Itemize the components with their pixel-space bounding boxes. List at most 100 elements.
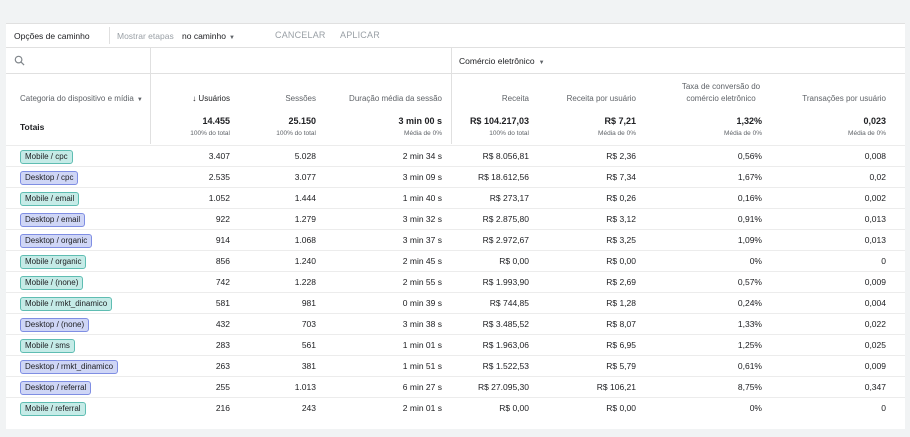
table-row[interactable]: Mobile / organic 856 1.240 2 min 45 s R$… <box>6 250 905 272</box>
cell-conversion-rate: 0,16% <box>737 193 762 203</box>
column-divider <box>451 48 452 73</box>
cell-conversion-rate: 1,09% <box>737 235 762 245</box>
dimension-chip[interactable]: Mobile / rmkt_dinamico <box>20 297 113 311</box>
cell-transactions-per-user: 0 <box>881 256 886 266</box>
cell-users: 922 <box>215 214 230 224</box>
cell-revenue: R$ 18.612,56 <box>477 172 529 182</box>
cell-avg-duration: 0 min 39 s <box>402 298 442 308</box>
header-conversion-rate-line2: comércio eletrônico <box>686 94 756 103</box>
dimension-chip[interactable]: Mobile / (none) <box>20 276 84 290</box>
table-row[interactable]: Mobile / (none) 742 1.228 2 min 55 s R$ … <box>6 271 905 293</box>
cell-users: 216 <box>215 403 230 413</box>
cell-sessions: 1.013 <box>294 382 316 392</box>
dimension-chip[interactable]: Desktop / (none) <box>20 318 90 332</box>
table-row[interactable]: Desktop / organic 914 1.068 3 min 37 s R… <box>6 229 905 251</box>
dimension-chip[interactable]: Mobile / cpc <box>20 150 73 164</box>
table-row[interactable]: Desktop / cpc 2.535 3.077 3 min 09 s R$ … <box>6 166 905 188</box>
table-row[interactable]: Desktop / referral 255 1.013 6 min 27 s … <box>6 376 905 398</box>
cell-conversion-rate: 0,56% <box>737 151 762 161</box>
cell-sessions: 561 <box>301 340 316 350</box>
cell-transactions-per-user: 0,002 <box>864 193 886 203</box>
column-divider <box>150 73 151 144</box>
cell-users: 283 <box>215 340 230 350</box>
cell-conversion-rate: 1,67% <box>737 172 762 182</box>
cell-revenue-per-user: R$ 0,00 <box>606 256 636 266</box>
cell-avg-duration: 1 min 40 s <box>402 193 442 203</box>
table-row[interactable]: Mobile / sms 283 561 1 min 01 s R$ 1.963… <box>6 334 905 356</box>
cell-revenue-per-user: R$ 6,95 <box>606 340 636 350</box>
cell-conversion-rate: 1,25% <box>737 340 762 350</box>
cell-sessions: 1.068 <box>294 235 316 245</box>
cell-sessions: 5.028 <box>294 151 316 161</box>
cell-conversion-rate: 1,33% <box>737 319 762 329</box>
totals-sessions-sub: 100% do total <box>276 130 316 137</box>
table-row[interactable]: Mobile / referral 216 243 2 min 01 s R$ … <box>6 397 905 419</box>
header-sessions[interactable]: Sessões <box>285 94 316 103</box>
dimension-chip[interactable]: Mobile / email <box>20 192 80 206</box>
cell-sessions: 1.444 <box>294 193 316 203</box>
cancel-button[interactable]: CANCELAR <box>275 30 326 40</box>
dimension-chip[interactable]: Desktop / referral <box>20 381 92 395</box>
header-revenue[interactable]: Receita <box>501 94 529 103</box>
cell-avg-duration: 3 min 09 s <box>402 172 442 182</box>
cell-sessions: 1.240 <box>294 256 316 266</box>
table-row[interactable]: Desktop / rmkt_dinamico 263 381 1 min 51… <box>6 355 905 377</box>
header-transactions-per-user[interactable]: Transações por usuário <box>802 94 886 103</box>
search-row: Comércio eletrônico ▼ <box>6 48 905 74</box>
header-users[interactable]: ↓ Usuários <box>192 94 230 103</box>
dimension-chip[interactable]: Desktop / organic <box>20 234 93 248</box>
table-row[interactable]: Desktop / (none) 432 703 3 min 38 s R$ 3… <box>6 313 905 335</box>
cell-transactions-per-user: 0 <box>881 403 886 413</box>
table-row[interactable]: Desktop / email 922 1.279 3 min 32 s R$ … <box>6 208 905 230</box>
table-row[interactable]: Mobile / email 1.052 1.444 1 min 40 s R$… <box>6 187 905 209</box>
cell-avg-duration: 3 min 38 s <box>402 319 442 329</box>
apply-button[interactable]: APLICAR <box>340 30 380 40</box>
show-steps-dropdown[interactable]: no caminho ▼ <box>182 31 235 41</box>
cell-transactions-per-user: 0,013 <box>864 235 886 245</box>
header-avg-duration[interactable]: Duração média da sessão <box>349 94 442 103</box>
cell-users: 263 <box>215 361 230 371</box>
search-icon[interactable] <box>14 55 25 66</box>
header-conversion-rate-line1: Taxa de conversão do <box>681 82 761 91</box>
cell-revenue-per-user: R$ 3,25 <box>606 235 636 245</box>
cell-users: 742 <box>215 277 230 287</box>
cell-users: 914 <box>215 235 230 245</box>
toolbar-divider <box>109 27 110 44</box>
dimension-chip[interactable]: Mobile / organic <box>20 255 87 269</box>
totals-revenue: R$ 104.217,03 <box>469 116 529 126</box>
header-dimension[interactable]: Categoria do dispositivo e mídia ▼ <box>20 94 143 103</box>
dimension-chip[interactable]: Mobile / referral <box>20 402 86 416</box>
cell-revenue: R$ 2.972,67 <box>482 235 529 245</box>
header-conversion-rate[interactable]: Taxa de conversão do comércio eletrônico <box>666 81 776 105</box>
totals-revenue-per-user: R$ 7,21 <box>604 116 636 126</box>
cell-revenue: R$ 2.875,80 <box>482 214 529 224</box>
table-row[interactable]: Mobile / rmkt_dinamico 581 981 0 min 39 … <box>6 292 905 314</box>
column-divider <box>150 48 151 73</box>
dimension-chip[interactable]: Desktop / cpc <box>20 171 79 185</box>
ecommerce-group-dropdown[interactable]: Comércio eletrônico ▼ <box>459 56 545 66</box>
cell-revenue: R$ 27.095,30 <box>477 382 529 392</box>
cell-transactions-per-user: 0,347 <box>864 382 886 392</box>
cell-transactions-per-user: 0,022 <box>864 319 886 329</box>
cell-users: 255 <box>215 382 230 392</box>
cell-users: 2.535 <box>208 172 230 182</box>
cell-revenue: R$ 8.056,81 <box>482 151 529 161</box>
totals-conversion-rate: 1,32% <box>736 116 762 126</box>
table-row[interactable]: Mobile / cpc 3.407 5.028 2 min 34 s R$ 8… <box>6 145 905 167</box>
cell-avg-duration: 3 min 32 s <box>402 214 442 224</box>
cell-revenue: R$ 1.963,06 <box>482 340 529 350</box>
cell-avg-duration: 2 min 45 s <box>402 256 442 266</box>
show-steps-label: Mostrar etapas <box>117 31 174 41</box>
cell-sessions: 243 <box>301 403 316 413</box>
totals-avg-duration: 3 min 00 s <box>398 116 442 126</box>
header-revenue-per-user[interactable]: Receita por usuário <box>566 94 636 103</box>
cell-conversion-rate: 0% <box>749 403 762 413</box>
cell-revenue: R$ 3.485,52 <box>482 319 529 329</box>
dimension-chip[interactable]: Desktop / email <box>20 213 86 227</box>
dimension-chip[interactable]: Desktop / rmkt_dinamico <box>20 360 119 374</box>
dimension-chip[interactable]: Mobile / sms <box>20 339 75 353</box>
cell-transactions-per-user: 0,02 <box>869 172 886 182</box>
path-options-label[interactable]: Opções de caminho <box>14 31 90 41</box>
cell-users: 581 <box>215 298 230 308</box>
cell-conversion-rate: 0,57% <box>737 277 762 287</box>
